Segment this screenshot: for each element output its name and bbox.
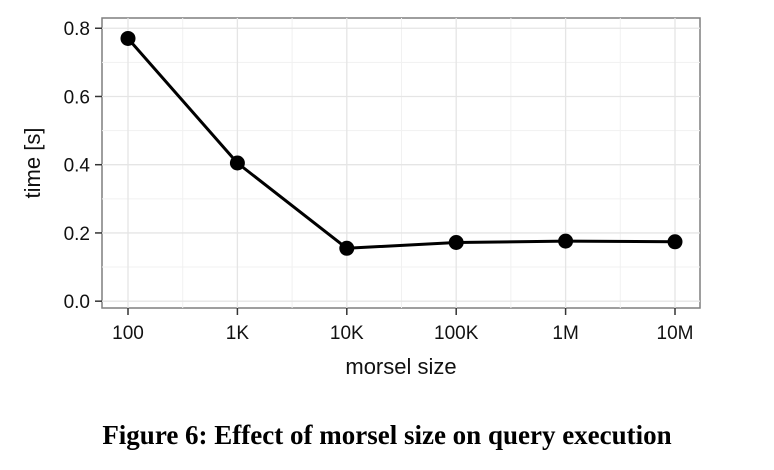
x-tick-label: 100K <box>434 323 479 344</box>
data-point <box>229 155 245 171</box>
y-tick-label: 0.8 <box>64 19 90 40</box>
data-point <box>448 234 464 250</box>
grid-major <box>102 18 700 308</box>
y-axis: 0.0 0.2 0.4 0.6 0.8 <box>64 19 102 313</box>
x-tick-label: 100 <box>112 323 144 344</box>
x-tick-label: 10K <box>330 323 364 344</box>
series-line <box>126 37 676 250</box>
x-tick-label: 10M <box>657 323 694 344</box>
y-tick-label: 0.2 <box>64 224 90 245</box>
data-point <box>120 30 136 46</box>
data-point <box>558 233 574 249</box>
y-axis-title: time [s] <box>20 128 45 199</box>
x-tick-label: 1K <box>226 323 250 344</box>
data-points <box>120 30 683 256</box>
chart: 0.0 0.2 0.4 0.6 0.8 100 1K 10K 100K 1M 10M morsel… <box>20 17 701 379</box>
y-tick-label: 0.4 <box>64 156 91 177</box>
y-tick-label: 0.0 <box>64 292 90 313</box>
x-axis-title: morsel size <box>345 354 456 379</box>
x-tick-label: 1M <box>552 323 578 344</box>
x-axis: 100 1K 10K 100K 1M 10M <box>112 308 693 344</box>
data-point <box>667 234 683 250</box>
figure-caption: Figure 6: Effect of morsel size on query… <box>102 420 672 450</box>
grid-minor <box>102 18 700 308</box>
y-tick-label: 0.6 <box>64 87 90 108</box>
data-point <box>339 240 355 256</box>
